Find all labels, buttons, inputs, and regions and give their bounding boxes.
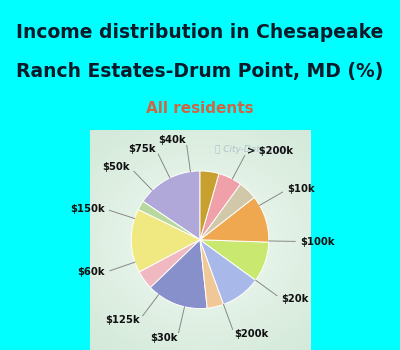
- Text: $100k: $100k: [300, 237, 335, 246]
- Wedge shape: [131, 210, 200, 272]
- Text: All residents: All residents: [146, 101, 254, 116]
- Text: ⓘ City-Data.com: ⓘ City-Data.com: [214, 145, 287, 154]
- Text: $200k: $200k: [234, 329, 269, 339]
- Text: Ranch Estates-Drum Point, MD (%): Ranch Estates-Drum Point, MD (%): [16, 62, 384, 81]
- Wedge shape: [200, 240, 269, 280]
- Wedge shape: [200, 184, 254, 240]
- Text: Income distribution in Chesapeake: Income distribution in Chesapeake: [16, 23, 384, 42]
- Text: $150k: $150k: [70, 204, 104, 214]
- Wedge shape: [200, 240, 224, 308]
- Wedge shape: [150, 240, 207, 309]
- Text: $20k: $20k: [281, 294, 309, 304]
- Wedge shape: [143, 171, 200, 240]
- Text: > $200k: > $200k: [247, 146, 293, 156]
- Wedge shape: [200, 197, 269, 242]
- Wedge shape: [200, 174, 240, 240]
- Wedge shape: [200, 171, 219, 240]
- Text: $30k: $30k: [150, 333, 177, 343]
- Wedge shape: [200, 240, 256, 304]
- Text: $125k: $125k: [105, 315, 140, 325]
- Text: $60k: $60k: [78, 267, 105, 278]
- Text: $10k: $10k: [287, 184, 315, 195]
- Wedge shape: [138, 201, 200, 240]
- Wedge shape: [139, 240, 200, 288]
- Text: $75k: $75k: [128, 145, 156, 154]
- Text: $40k: $40k: [158, 135, 186, 145]
- Text: $50k: $50k: [103, 162, 130, 173]
